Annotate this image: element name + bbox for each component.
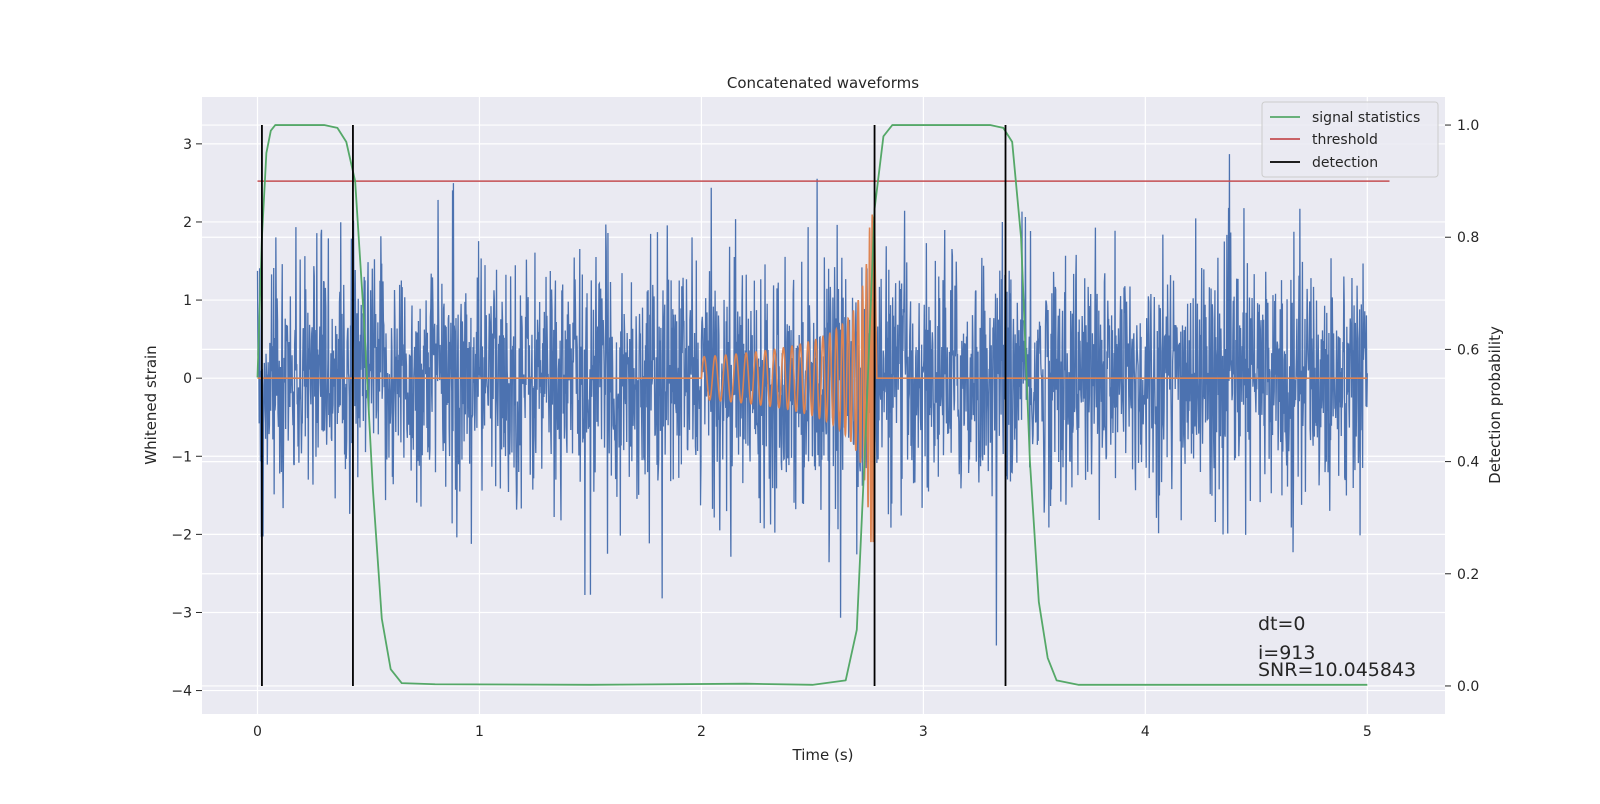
y-tick-label: 1 xyxy=(183,293,192,309)
y-axis-label: Whitened strain xyxy=(142,345,160,464)
legend-box xyxy=(1261,101,1439,178)
y-tick-label: 2 xyxy=(183,215,192,231)
y2-tick-label: 1.0 xyxy=(1457,118,1479,134)
y2-axis-label: Detection probability xyxy=(1486,326,1504,484)
legend-label-detection: detection xyxy=(1312,155,1378,171)
y-tick-label: −3 xyxy=(171,605,192,621)
legend: signal statistics threshold detection xyxy=(1261,101,1439,178)
y-tick-label: −1 xyxy=(171,449,192,465)
series-chirp xyxy=(257,214,1368,543)
x-tick-label: 3 xyxy=(919,724,928,740)
tick-labels: 0 1 2 3 4 5 −4 −3 −2 −1 0 1 2 3 0.0 0.2 0.4 0.6 0.8 1.0 xyxy=(171,118,1479,740)
x-tick-label: 0 xyxy=(253,724,262,740)
y-tick-label: 0 xyxy=(183,371,192,387)
annotation-dt: dt=0 xyxy=(1258,613,1306,635)
x-tick-label: 4 xyxy=(1141,724,1150,740)
legend-label-threshold: threshold xyxy=(1312,132,1378,148)
y2-tick-label: 0.8 xyxy=(1457,230,1479,246)
series-signal-statistics xyxy=(256,124,1368,686)
y2-tick-label: 0.4 xyxy=(1457,455,1479,471)
x-tick-label: 5 xyxy=(1363,724,1372,740)
y-tick-label: −2 xyxy=(171,527,192,543)
y2-tick-label: 0.6 xyxy=(1457,342,1479,358)
x-axis-label: Time (s) xyxy=(792,746,854,764)
y-tick-label: 3 xyxy=(183,137,192,153)
x-tick-label: 2 xyxy=(697,724,706,740)
y2-tick-label: 0.0 xyxy=(1457,679,1479,695)
legend-label-signal-statistics: signal statistics xyxy=(1312,110,1420,126)
annotation-i: i=913 xyxy=(1258,642,1315,664)
series-whitened-noise xyxy=(256,154,1368,646)
annotation-snr: SNR=10.045843 xyxy=(1258,659,1416,681)
x-tick-label: 1 xyxy=(475,724,484,740)
y2-tick-label: 0.2 xyxy=(1457,567,1479,583)
chart-title: Concatenated waveforms xyxy=(727,74,919,92)
y-tick-label: −4 xyxy=(171,684,192,700)
series-layer xyxy=(256,124,1390,686)
